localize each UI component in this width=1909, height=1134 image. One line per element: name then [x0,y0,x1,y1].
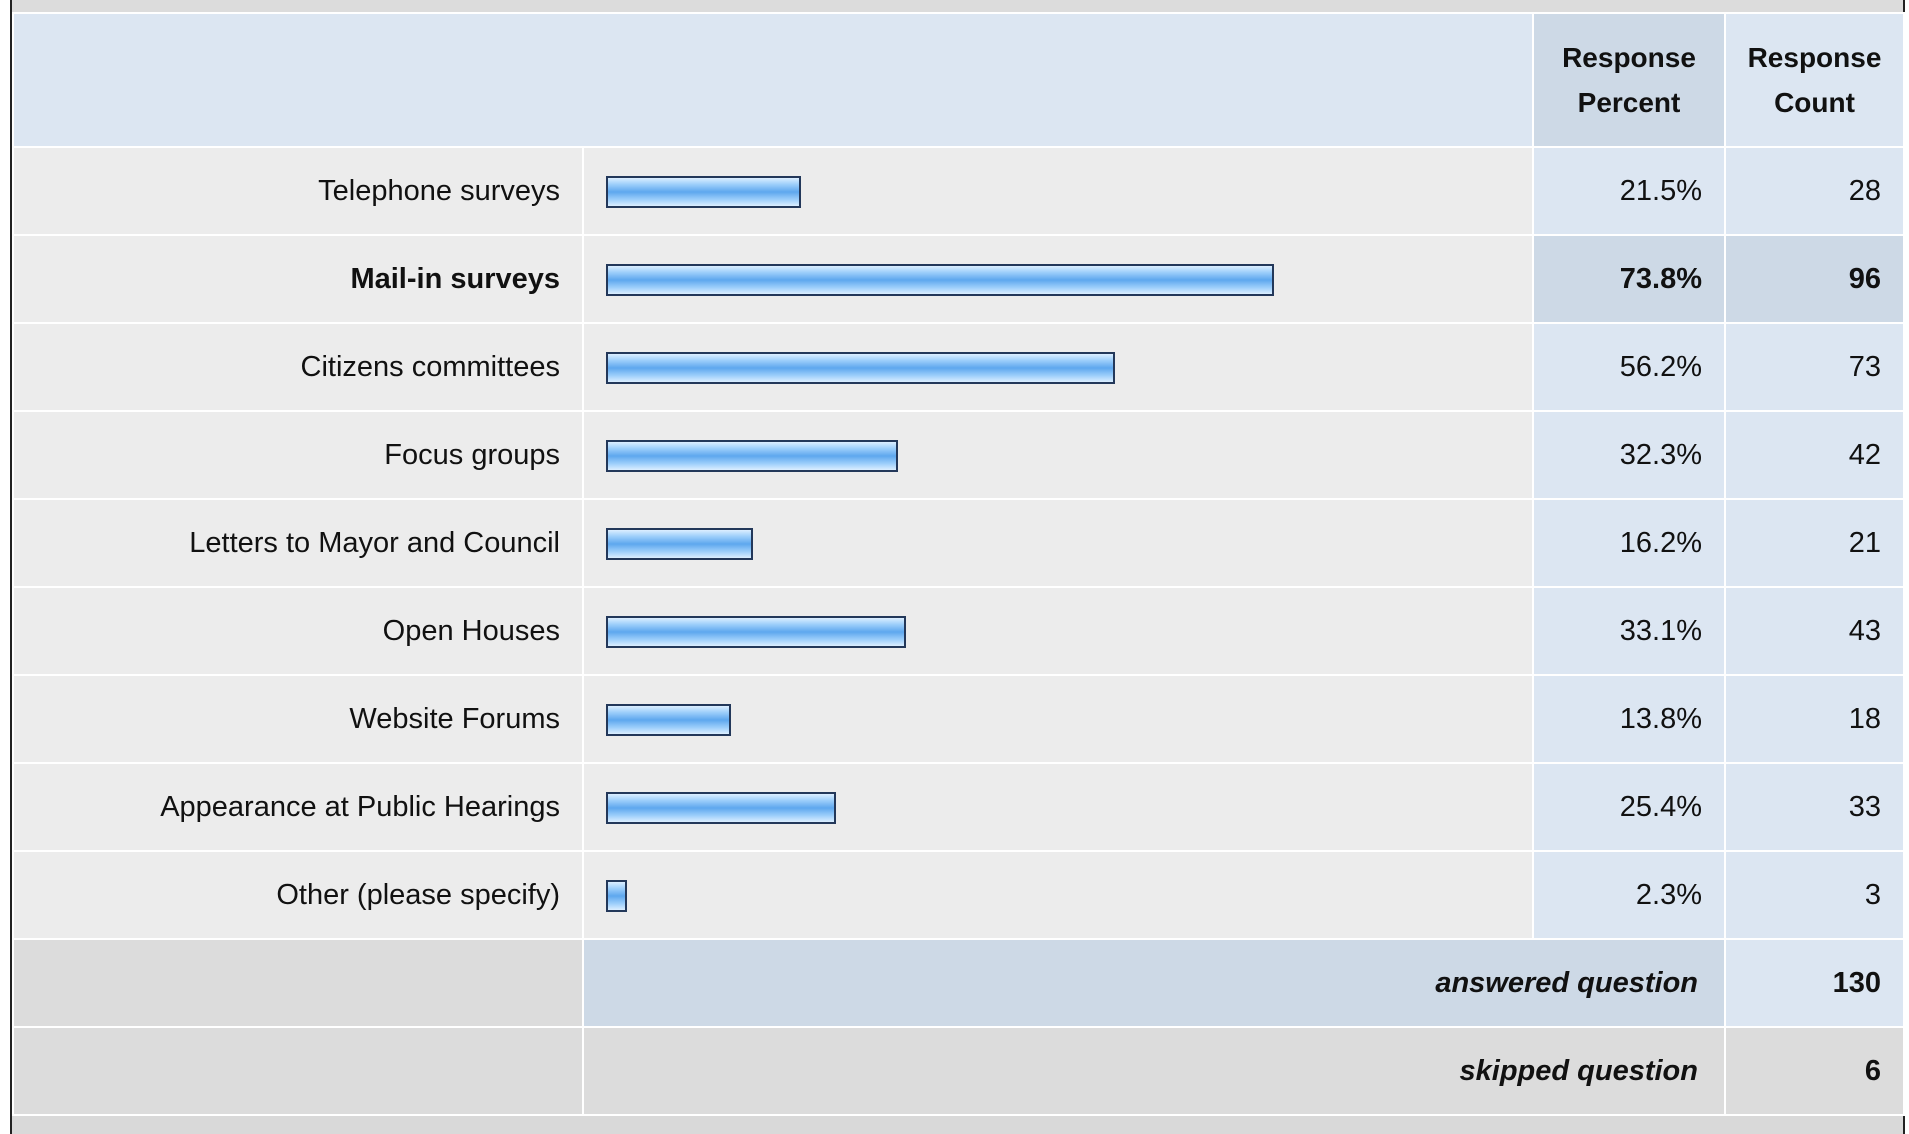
response-count: 28 [1724,146,1905,236]
bar-cell [582,762,1534,852]
response-count: 42 [1724,410,1905,500]
response-count: 73 [1724,322,1905,412]
answered-question-row: answered question 130 [12,938,1905,1028]
table-row: Letters to Mayor and Council 16.2% 21 [12,498,1905,588]
table-row: Mail-in surveys 73.8% 96 [12,234,1905,324]
bar-cell [582,234,1534,324]
answer-label: Letters to Mayor and Council [12,498,584,588]
response-bar [606,704,731,736]
response-bar [606,616,906,648]
response-percent: 13.8% [1532,674,1726,764]
response-percent: 21.5% [1532,146,1726,236]
table-row: Citizens committees 56.2% 73 [12,322,1905,412]
bar-cell [582,586,1534,676]
answered-question-label: answered question [582,938,1726,1028]
response-bar [606,528,753,560]
table-row: Other (please specify) 2.3% 3 [12,850,1905,940]
answer-label: Other (please specify) [12,850,584,940]
summary-blank [12,938,584,1028]
response-count-header: Response Count [1724,12,1905,148]
response-count: 43 [1724,586,1905,676]
response-bar [606,440,899,472]
response-count-header-line2: Count [1774,87,1855,118]
bar-cell [582,410,1534,500]
answer-label: Website Forums [12,674,584,764]
response-count-header-line1: Response [1747,42,1882,73]
answer-label: Appearance at Public Hearings [12,762,584,852]
summary-blank [12,1026,584,1116]
response-bar [606,792,836,824]
table-row: Open Houses 33.1% 43 [12,586,1905,676]
table-row: Telephone surveys 21.5% 28 [12,146,1905,236]
response-percent: 2.3% [1532,850,1726,940]
survey-results-table: Response Percent Response Count Telephon… [12,12,1905,1116]
bar-cell [582,850,1534,940]
answer-label: Citizens committees [12,322,584,412]
response-percent-header-line1: Response [1562,42,1696,73]
bar-cell [582,322,1534,412]
table-row: Website Forums 13.8% 18 [12,674,1905,764]
response-bar [606,176,801,208]
skipped-question-label: skipped question [582,1026,1726,1116]
response-count: 3 [1724,850,1905,940]
response-percent-header: Response Percent [1532,12,1726,148]
response-count: 96 [1724,234,1905,324]
answered-question-value: 130 [1724,938,1905,1028]
response-percent-header-line2: Percent [1577,87,1681,118]
response-percent: 25.4% [1532,762,1726,852]
response-bar [606,880,627,912]
response-count: 18 [1724,674,1905,764]
bar-cell [582,674,1534,764]
response-percent: 73.8% [1532,234,1726,324]
answer-label: Open Houses [12,586,584,676]
response-percent: 32.3% [1532,410,1726,500]
bar-cell [582,146,1534,236]
survey-results-panel: Response Percent Response Count Telephon… [10,0,1905,1134]
response-count: 33 [1724,762,1905,852]
response-percent: 16.2% [1532,498,1726,588]
response-bar [606,264,1274,296]
top-strip [12,0,1903,12]
header-blank [12,12,1534,148]
answer-label: Focus groups [12,410,584,500]
response-bar [606,352,1115,384]
header-row: Response Percent Response Count [12,12,1905,148]
bar-cell [582,498,1534,588]
table-row: Focus groups 32.3% 42 [12,410,1905,500]
response-percent: 33.1% [1532,586,1726,676]
answer-label: Telephone surveys [12,146,584,236]
response-count: 21 [1724,498,1905,588]
response-percent: 56.2% [1532,322,1726,412]
table-row: Appearance at Public Hearings 25.4% 33 [12,762,1905,852]
skipped-question-value: 6 [1724,1026,1905,1116]
answer-label: Mail-in surveys [12,234,584,324]
skipped-question-row: skipped question 6 [12,1026,1905,1116]
